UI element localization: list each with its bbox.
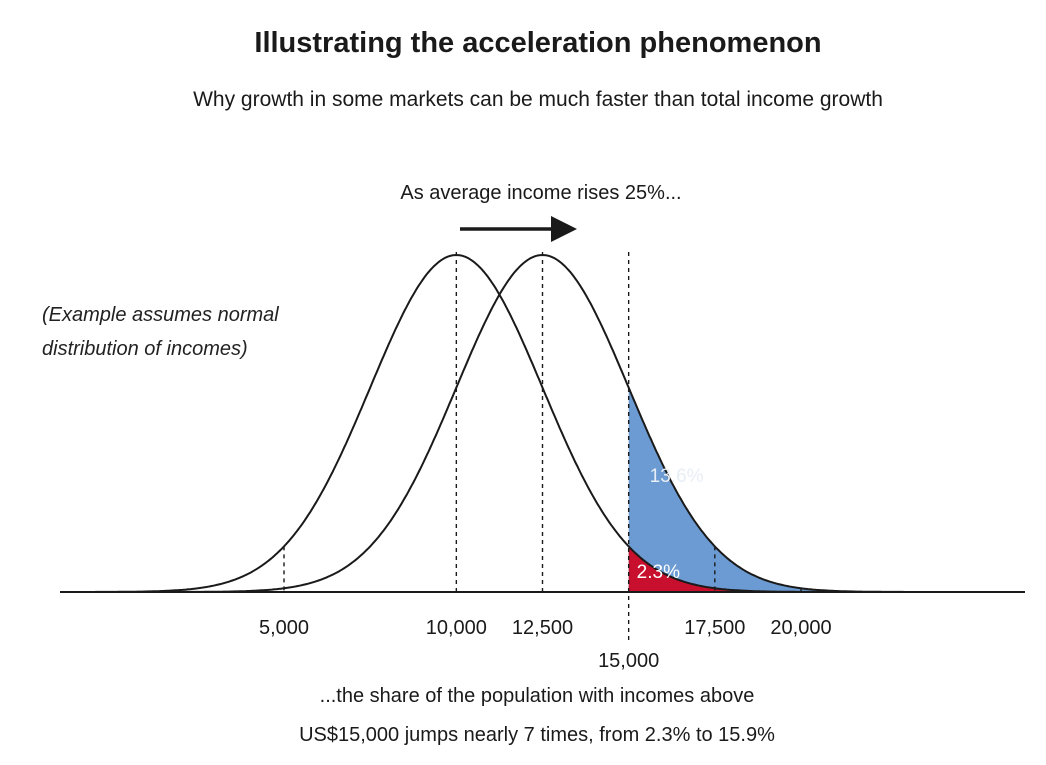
tick-label-12500: 12,500: [512, 617, 573, 639]
chart-subtitle: Why growth in some markets can be much f…: [193, 88, 883, 111]
tick-label-5000: 5,000: [259, 617, 309, 639]
chart-title: Illustrating the acceleration phenomenon: [254, 27, 821, 59]
note-line-2: distribution of incomes): [42, 338, 248, 360]
shift-arrow-icon: [460, 216, 577, 242]
plot-area: 5,000 10,000 12,500 17,500 20,000 15,000 2.3% 1…: [60, 252, 1025, 672]
after-shaded-area: [628, 387, 845, 592]
caption-line-2: US$15,000 jumps nearly 7 times, from 2.3…: [299, 724, 775, 746]
tick-label-20000: 20,000: [770, 617, 831, 639]
before-shaded-area: [628, 546, 758, 592]
tick-label-17500: 17,500: [684, 617, 745, 639]
income-rise-annotation: As average income rises 25%...: [400, 182, 681, 204]
caption-line-1: ...the share of the population with inco…: [320, 685, 755, 707]
after-share-label: 13.6%: [650, 466, 704, 487]
before-share-label: 2.3%: [637, 562, 680, 583]
normal-distribution-note: (Example assumes normal distribution of …: [42, 304, 284, 360]
note-line-1: (Example assumes normal: [42, 304, 279, 326]
tick-label-10000: 10,000: [426, 617, 487, 639]
threshold-label: 15,000: [598, 650, 659, 672]
